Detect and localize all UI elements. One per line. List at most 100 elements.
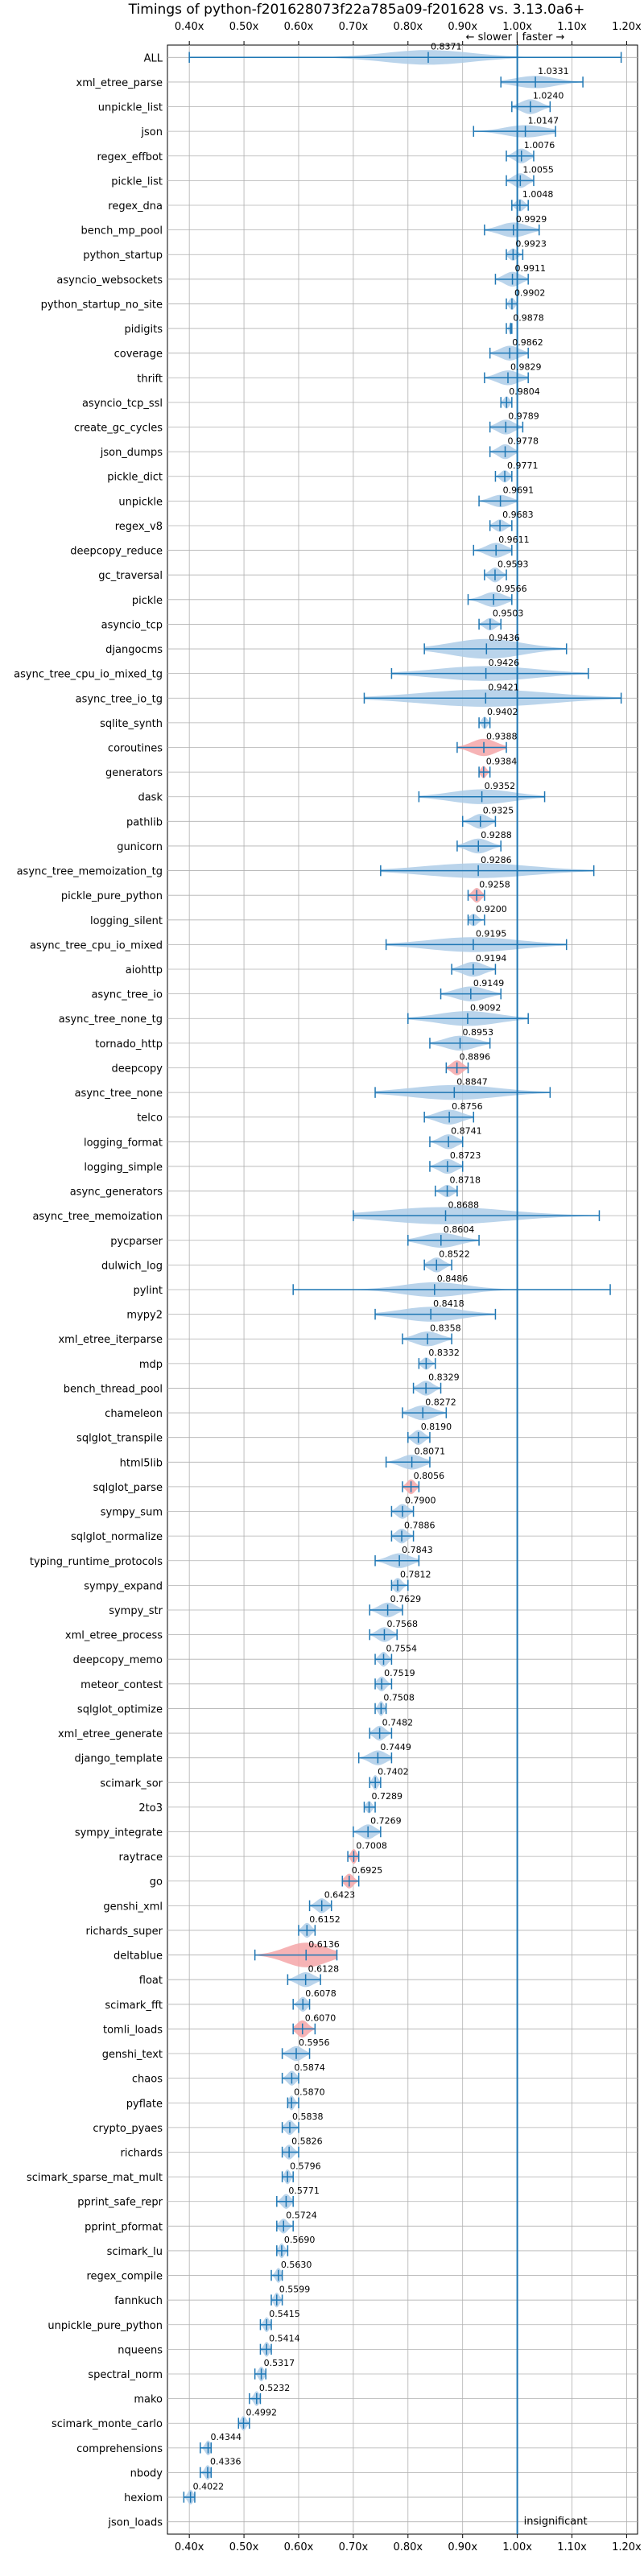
violin [374,1084,551,1100]
bottom-tick-label: 1.00x [502,2541,532,2553]
value-label: 0.9503 [493,609,524,619]
violin [199,2440,213,2456]
benchmark-name: logging_format [84,1137,163,1149]
violin [500,76,584,89]
benchmark-name: django_template [75,1753,163,1765]
violin [489,345,529,361]
violins [183,50,622,2505]
violin [506,148,535,163]
benchmark-name: mypy2 [126,1310,163,1322]
bottom-tick-label: 1.10x [557,2541,587,2553]
violin [456,738,507,757]
benchmark-name: hexiom [124,2492,163,2504]
value-label: 0.5956 [299,2037,330,2048]
violin [281,2070,299,2086]
violin [276,2219,294,2234]
value-label: 0.9092 [470,1002,502,1013]
value-label: 0.6423 [324,1890,356,1901]
benchmark-name: genshi_xml [103,1901,163,1913]
bottom-tick-label: 0.70x [339,2541,369,2553]
violin [292,1996,311,2012]
value-label: 0.7519 [384,1668,415,1678]
violin [353,1207,601,1224]
benchmark-name: python_startup [83,250,163,262]
violin [484,568,507,583]
benchmark-name: richards [121,2147,163,2159]
value-label: 0.8272 [425,1397,456,1407]
value-label: 0.8718 [450,1175,481,1186]
benchmark-name: pickle_list [111,175,163,188]
benchmark-name: raytrace [118,1852,163,1864]
benchmark-name: async_tree_memoization_tg [17,866,163,878]
violin [281,2145,299,2160]
violin [390,666,589,681]
value-label: 0.8688 [448,1199,480,1210]
benchmark-name: tomli_loads [103,2024,163,2036]
benchmark-name: tornado_http [95,1038,163,1051]
bottom-tick-label: 0.80x [393,2541,423,2553]
violin [418,1357,436,1370]
benchmark-name: regex_dna [108,200,163,213]
value-label: 0.4344 [211,2432,242,2442]
value-label: 0.7008 [356,1840,387,1851]
violin [363,689,622,707]
benchmark-name: async_tree_cpu_io_mixed_tg [14,669,163,681]
value-label: 0.9402 [487,707,518,717]
value-label: 0.9804 [509,386,540,397]
benchmark-name: pathlib [126,816,163,828]
violin [429,1035,491,1051]
bottom-axis-ticks: 0.40x 0.50x 0.60x 0.70x 0.80x 0.90x 1.00x 1.10x… [175,2534,642,2553]
benchmark-name: xml_etree_iterparse [58,1334,163,1346]
benchmark-name: sqlglot_transpile [76,1433,163,1445]
value-label: 0.8332 [428,1348,460,1358]
value-label: 0.9902 [514,288,546,299]
violin [489,519,513,532]
benchmark-name: scimark_monte_carlo [52,2418,163,2430]
value-label: 0.5599 [279,2284,311,2294]
benchmark-name: go [150,1876,163,1889]
benchmark-name: async_tree_none_tg [59,1013,163,1026]
violin [249,2391,262,2406]
value-label: 0.8056 [414,1471,445,1481]
value-label: 0.9566 [496,584,527,594]
benchmark-name: sympy_integrate [75,1827,163,1839]
benchmark-name: scimark_sor [100,1777,163,1790]
benchmark-name: chaos [132,2074,163,2086]
violin [308,1898,332,1913]
benchmark-name: create_gc_cycles [74,423,163,435]
benchmark-name: html5lib [120,1457,163,1469]
value-label: 0.7843 [402,1545,432,1555]
value-label: 0.5630 [281,2260,312,2270]
benchmark-name: pickle_dict [107,472,163,484]
violin [467,592,513,607]
benchmark-name: deepcopy_reduce [70,546,163,558]
benchmark-name: sqlite_synth [100,718,163,730]
benchmark-name: scimark_lu [107,2246,163,2258]
violin [374,1676,393,1692]
violin [363,1801,376,1814]
plot-area: 0.8371 1.0331 1.0240 1.0147 1.0076 1.0055 1.00… [167,42,638,2535]
violin [369,1775,382,1790]
benchmark-name: comprehensions [76,2443,163,2455]
value-label: 0.8358 [430,1323,461,1333]
benchmark-name: asyncio_tcp_ssl [82,398,163,410]
value-label: 0.8847 [456,1076,488,1087]
benchmark-name: sympy_sum [101,1507,163,1519]
benchmark-name: pyflate [126,2098,163,2110]
violin [407,1011,529,1026]
benchmark-name: coroutines [108,742,163,754]
violin [506,248,524,261]
value-label: 0.7629 [390,1594,421,1604]
benchmark-name: json_dumps [100,447,163,459]
value-label: 0.9691 [503,485,535,496]
benchmark-name: scimark_sparse_mat_mult [27,2172,163,2184]
value-label: 0.9778 [508,436,539,446]
violin [298,1922,316,1938]
benchmark-name: deltablue [114,1951,163,1963]
benchmark-name: richards_super [85,1926,163,1938]
chart-title: Timings of python-f201628073f22a785a09-f… [128,2,585,18]
benchmark-name: deepcopy_memo [73,1654,163,1666]
benchmark-name: dulwich_log [101,1260,163,1272]
benchmark-name: spectral_norm [88,2369,163,2381]
